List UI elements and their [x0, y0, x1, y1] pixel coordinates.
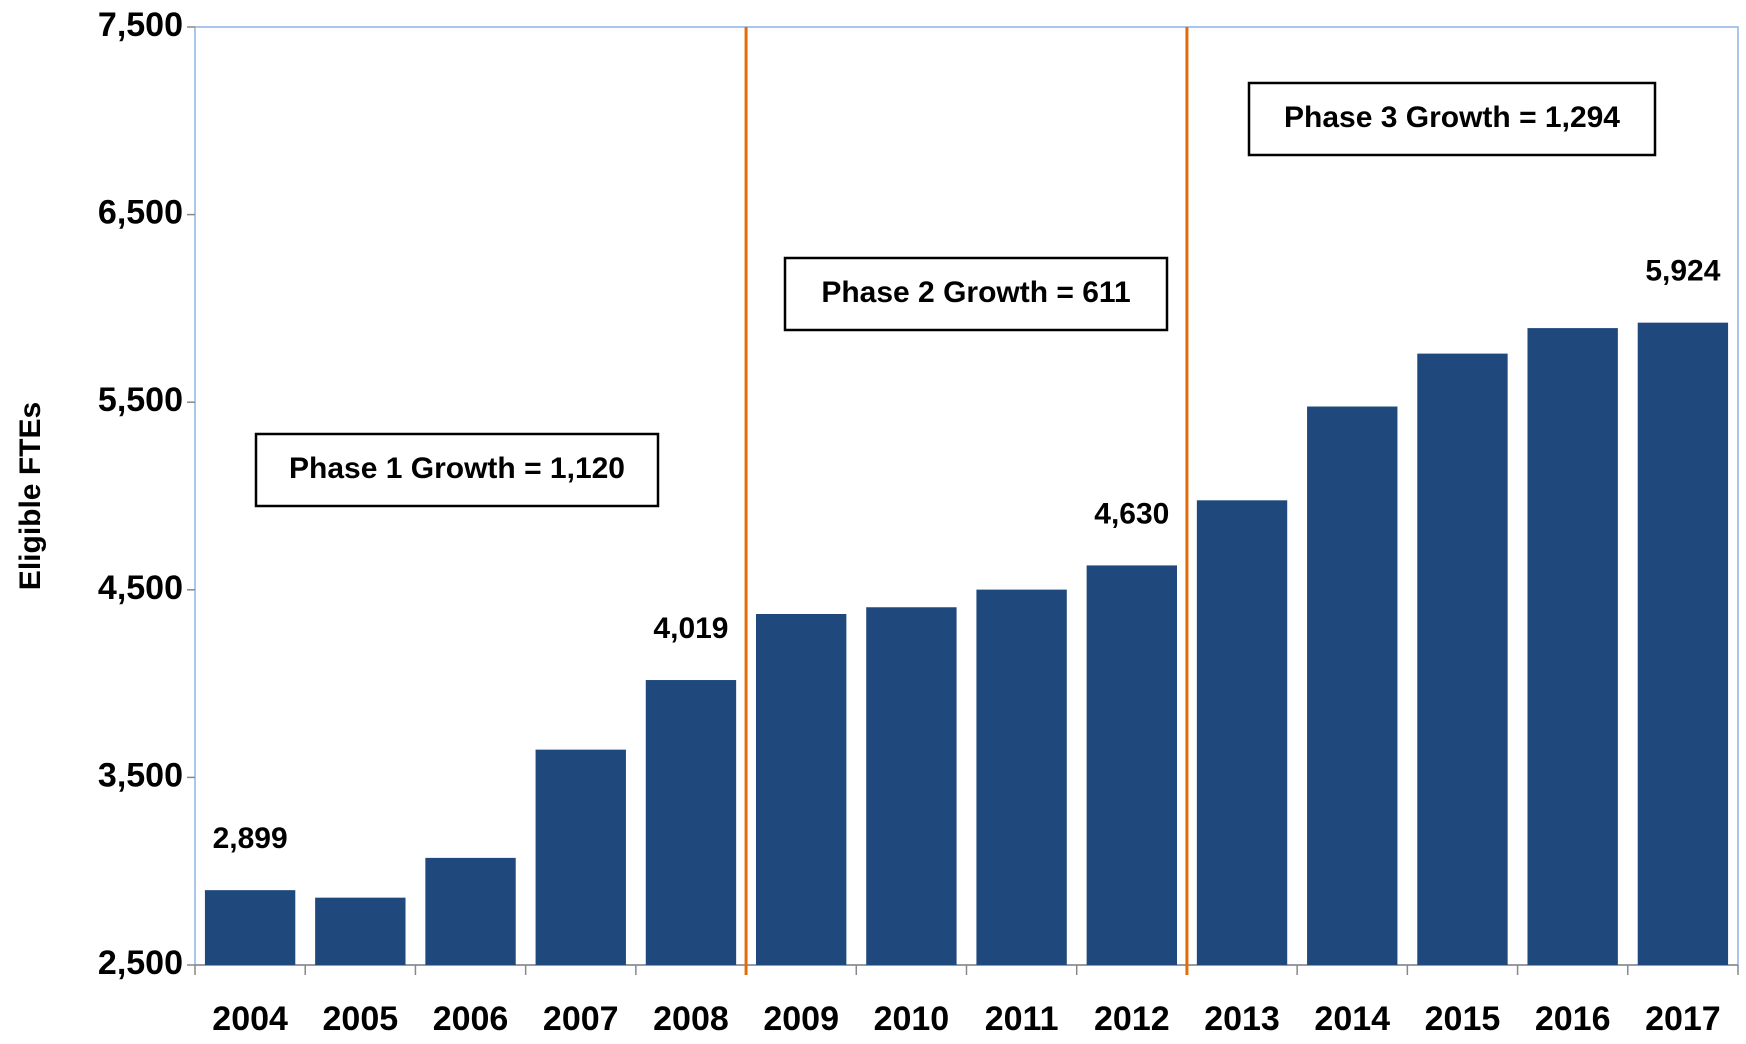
value-label: 4,019: [653, 612, 728, 645]
x-tick-label: 2012: [1094, 1000, 1170, 1038]
x-tick-label: 2016: [1535, 1000, 1611, 1038]
annotation: Phase 1 Growth = 1,120: [289, 452, 625, 485]
x-tick-label: 2004: [212, 1000, 288, 1038]
bar: [1086, 565, 1178, 965]
annotation-box: [783, 256, 1169, 332]
x-tick-label: 2015: [1425, 1000, 1501, 1038]
x-tick-label: 2014: [1314, 1000, 1390, 1038]
x-tick-label: 2017: [1645, 1000, 1721, 1038]
y-tick-label: 2,500: [98, 944, 183, 982]
x-tick-label: 2008: [653, 1000, 729, 1038]
bar: [1417, 353, 1508, 966]
annotation: Phase 2 Growth = 611: [821, 276, 1130, 309]
x-tick-label: 2009: [763, 1000, 839, 1038]
bar: [1527, 328, 1618, 965]
bar: [535, 749, 626, 965]
y-tick-label: 5,500: [98, 381, 183, 419]
x-tick-label: 2011: [985, 1000, 1059, 1038]
bar: [204, 890, 296, 965]
y-tick-label: 4,500: [98, 569, 183, 607]
bar: [315, 897, 406, 965]
y-axis-label: Eligible FTEs: [14, 402, 47, 590]
y-tick-label: 7,500: [98, 6, 183, 44]
x-tick-label: 2007: [543, 1000, 619, 1038]
annotation-box: [254, 432, 660, 508]
bar: [425, 857, 516, 965]
bar: [866, 607, 957, 965]
bar: [1637, 322, 1729, 965]
value-label: 5,924: [1645, 255, 1720, 288]
bar: [1196, 500, 1288, 965]
x-tick-label: 2006: [433, 1000, 509, 1038]
annotation-box: [1247, 81, 1657, 157]
bar: [645, 680, 737, 965]
x-tick-label: 2013: [1204, 1000, 1280, 1038]
bar: [1307, 406, 1398, 966]
bar: [976, 589, 1067, 965]
annotation: Phase 3 Growth = 1,294: [1284, 101, 1620, 134]
y-tick-label: 6,500: [98, 194, 183, 232]
value-label: 4,630: [1094, 497, 1169, 530]
x-tick-label: 2005: [323, 1000, 399, 1038]
bar: [755, 614, 847, 965]
x-tick-label: 2010: [874, 1000, 950, 1038]
value-label: 2,899: [213, 822, 288, 855]
y-tick-label: 3,500: [98, 756, 183, 794]
